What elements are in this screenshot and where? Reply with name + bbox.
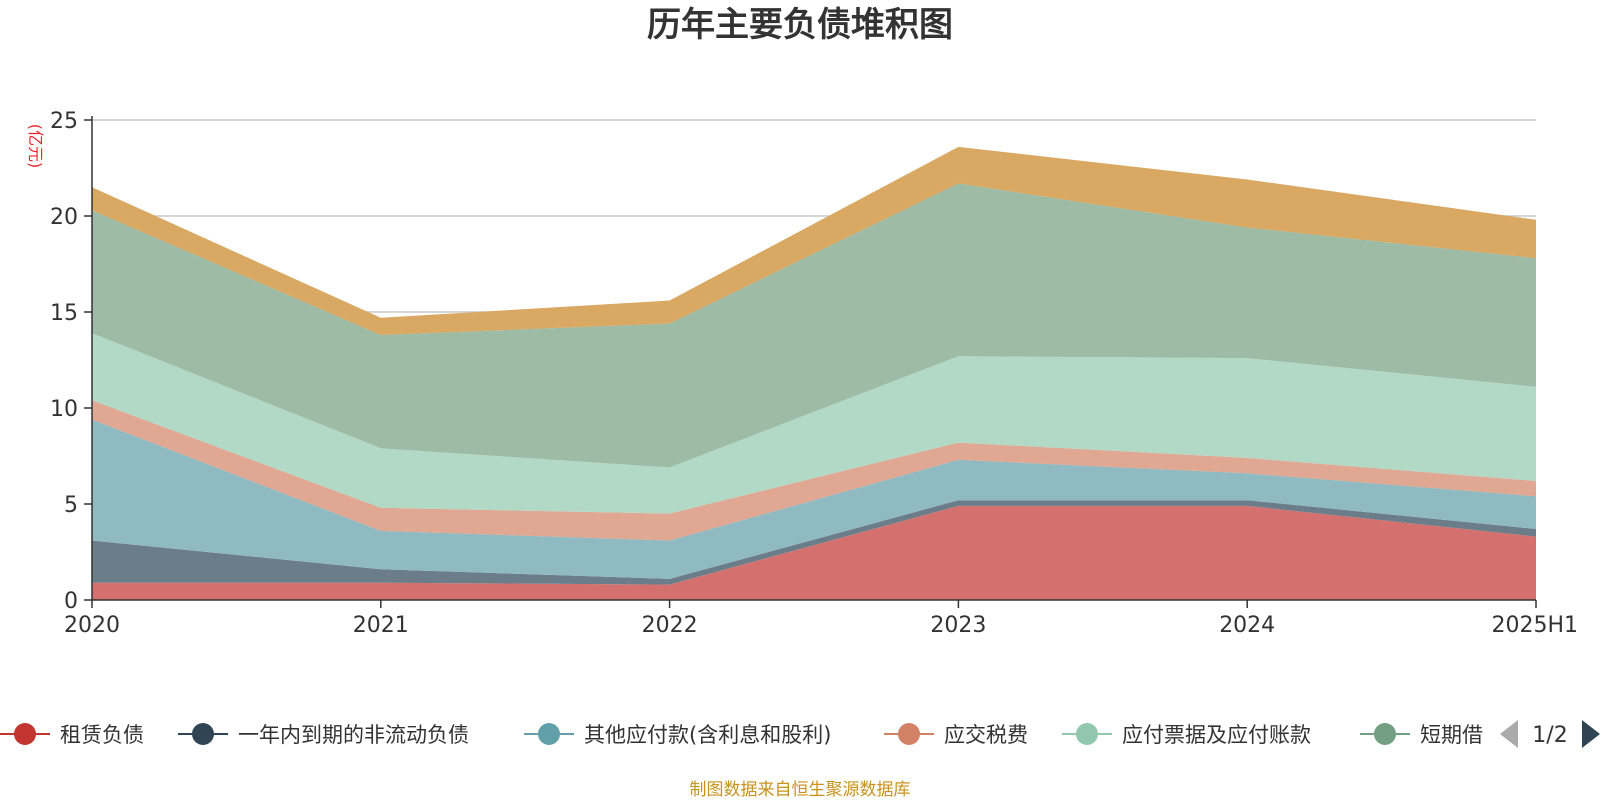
legend-marker [898, 723, 920, 745]
series-areas [92, 146, 1536, 600]
legend-marker [14, 723, 36, 745]
y-tick-label: 5 [64, 493, 78, 518]
y-tick-label: 25 [50, 109, 78, 134]
legend-item[interactable]: 其他应付款(含利息和股利) [524, 723, 831, 747]
x-tick-label: 2021 [353, 613, 409, 638]
legend-marker [1076, 723, 1098, 745]
triangle-left-icon[interactable] [1500, 720, 1518, 748]
legend-item[interactable]: 租赁负债 [0, 723, 144, 747]
legend-page-indicator: 1/2 [1532, 723, 1567, 748]
legend-item[interactable]: 短期借 [1360, 723, 1483, 747]
y-axis-unit: (亿元) [26, 124, 45, 169]
legend-marker [538, 723, 560, 745]
source-note: 制图数据来自恒生聚源数据库 [690, 780, 911, 800]
legend-item[interactable]: 应交税费 [884, 723, 1028, 747]
legend-marker [192, 723, 214, 745]
x-tick-label: 2022 [642, 613, 698, 638]
y-tick-label: 10 [50, 397, 78, 422]
x-tick-label: 2025H1 [1491, 613, 1578, 638]
series-area-4 [92, 333, 1536, 514]
triangle-right-icon[interactable] [1582, 720, 1600, 748]
axes: 0 5 10 15 20 25 2020 2021 2022 2023 2024 2025H1 [50, 109, 1578, 638]
x-tick-label: 2024 [1219, 613, 1275, 638]
legend-label: 短期借 [1420, 723, 1483, 747]
series-area-5 [92, 183, 1536, 468]
series-area-1 [92, 500, 1536, 585]
legend: 租赁负债 一年内到期的非流动负债 其他应付款(含利息和股利) 应交税费 应付票据及应付账… [0, 723, 1483, 747]
x-tick-label: 2020 [64, 613, 120, 638]
series-area-6 [92, 146, 1536, 335]
series-area-0 [92, 505, 1536, 600]
legend-label: 应交税费 [944, 723, 1028, 747]
legend-label: 应付票据及应付账款 [1122, 723, 1311, 747]
series-area-2 [92, 419, 1536, 579]
legend-marker [1374, 723, 1396, 745]
y-tick-label: 0 [64, 589, 78, 614]
chart-title: 历年主要负债堆积图 [647, 5, 953, 45]
legend-item[interactable]: 应付票据及应付账款 [1062, 723, 1311, 747]
legend-label: 其他应付款(含利息和股利) [584, 723, 831, 747]
series-area-3 [92, 400, 1536, 541]
x-tick-label: 2023 [930, 613, 986, 638]
legend-label: 一年内到期的非流动负债 [238, 723, 469, 747]
y-tick-label: 15 [50, 301, 78, 326]
legend-item[interactable]: 一年内到期的非流动负债 [178, 723, 469, 747]
y-tick-label: 20 [50, 205, 78, 230]
legend-label: 租赁负债 [60, 723, 144, 747]
